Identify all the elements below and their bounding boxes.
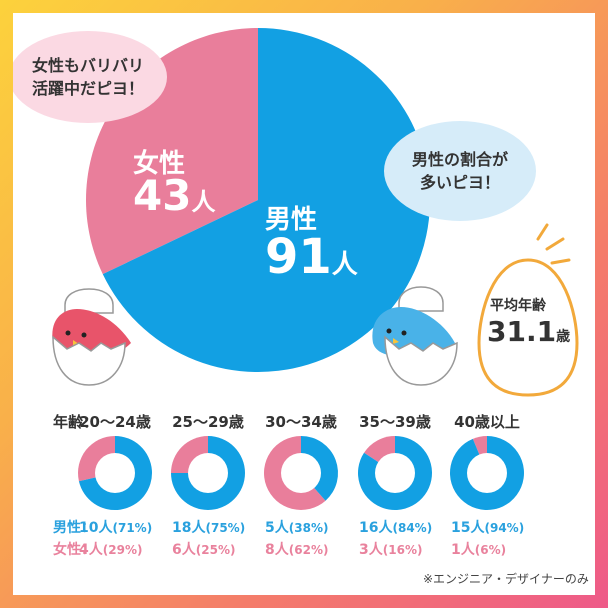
male-percent: 75 — [210, 521, 228, 535]
donut-hole — [95, 453, 135, 493]
female-pie-label: 女性 — [133, 149, 186, 179]
average-age-value-group: 31.1歳 — [487, 315, 570, 348]
male-count-unit: 人 — [470, 520, 485, 536]
female-age-value: 8人(62%) — [265, 542, 329, 558]
male-count: 10 — [79, 520, 99, 536]
age-category-header: 25〜29歳 — [172, 413, 244, 431]
infographic-card: 女性もバリバリ 活躍中だピヨ！ 男性の割合が 多いピヨ！ 女性 43人 男性 91人… — [13, 13, 595, 595]
male-age-value: 5人(38%) — [265, 520, 329, 536]
age-category-header: 30〜34歳 — [265, 413, 337, 431]
male-percent: 38 — [294, 521, 311, 535]
footnote: ※エンジニア・デザイナーのみ — [423, 572, 589, 586]
male-speech-bubble: 男性の割合が 多いピヨ！ — [384, 121, 536, 221]
age-category-header: 40歳以上 — [454, 413, 520, 431]
blue-chick-mascot — [372, 286, 458, 386]
male-percent: 71 — [117, 521, 135, 535]
male-bubble-line-1: 男性の割合が — [411, 150, 508, 169]
male-count-unit: 人 — [378, 520, 393, 536]
female-speech-bubble: 女性もバリバリ 活躍中だピヨ！ — [13, 31, 167, 123]
female-bubble-line-1: 女性もバリバリ — [31, 56, 144, 75]
average-age-unit: 歳 — [556, 329, 571, 345]
female-row-label: 女性： — [53, 542, 95, 558]
male-age-value: 15人(94%) — [451, 520, 525, 536]
female-percent: 6 — [480, 543, 489, 557]
average-age-label: 平均年齢 — [490, 298, 546, 314]
male-pie-label: 男性 — [265, 205, 318, 235]
female-percent: 25 — [201, 543, 218, 557]
male-bubble-line-2: 多いピヨ！ — [419, 173, 500, 192]
male-age-value: 18人(75%) — [172, 520, 246, 536]
age-category-header: 35〜39歳 — [359, 413, 431, 431]
female-count: 3 — [359, 542, 369, 558]
male-age-value: 16人(84%) — [359, 520, 433, 536]
pink-chick-mascot — [52, 288, 131, 386]
donut-hole — [375, 453, 415, 493]
female-count-unit: 人 — [368, 542, 383, 558]
female-count-unit: 人 — [88, 542, 103, 558]
male-count-unit: 人 — [98, 520, 113, 536]
male-pie-value: 91 — [265, 229, 332, 285]
male-count: 18 — [172, 520, 192, 536]
age-donut-charts — [77, 436, 524, 511]
male-row-label: 男性： — [53, 520, 95, 536]
male-count-unit: 人 — [191, 520, 206, 536]
female-count: 6 — [172, 542, 182, 558]
donut-hole — [467, 453, 507, 493]
male-percent: 84 — [397, 521, 415, 535]
female-pie-value-group: 43人 — [133, 171, 215, 220]
male-count: 16 — [359, 520, 379, 536]
female-pie-unit: 人 — [191, 188, 216, 216]
donut-hole — [188, 453, 228, 493]
male-percent: 94 — [489, 521, 507, 535]
age-category-header: 20〜24歳 — [79, 413, 151, 431]
female-count-unit: 人 — [181, 542, 196, 558]
female-age-value: 1人(6%) — [451, 542, 507, 558]
male-count-unit: 人 — [274, 520, 289, 536]
female-count: 1 — [451, 542, 461, 558]
female-count: 8 — [265, 542, 275, 558]
male-count: 15 — [451, 520, 471, 536]
donut-hole — [281, 453, 321, 493]
male-pie-slice — [102, 28, 431, 372]
average-age-egg — [477, 223, 579, 397]
female-percent: 16 — [388, 543, 405, 557]
age-row-label: 年齢： — [53, 413, 99, 431]
female-age-value: 6人(25%) — [172, 542, 236, 558]
male-pie-unit: 人 — [331, 250, 358, 280]
female-count-unit: 人 — [460, 542, 475, 558]
male-age-value: 10人(71%) — [79, 520, 153, 536]
female-age-value: 4人(29%) — [79, 542, 143, 558]
female-percent: 62 — [294, 543, 311, 557]
female-bubble-line-2: 活躍中だピヨ！ — [31, 79, 144, 98]
female-age-value: 3人(16%) — [359, 542, 423, 558]
average-age-value: 31.1 — [487, 315, 557, 348]
female-count: 4 — [79, 542, 89, 558]
male-pie-value-group: 91人 — [265, 229, 358, 285]
male-count: 5 — [265, 520, 275, 536]
female-pie-value: 43 — [133, 171, 192, 220]
female-count-unit: 人 — [274, 542, 289, 558]
female-percent: 29 — [108, 543, 125, 557]
